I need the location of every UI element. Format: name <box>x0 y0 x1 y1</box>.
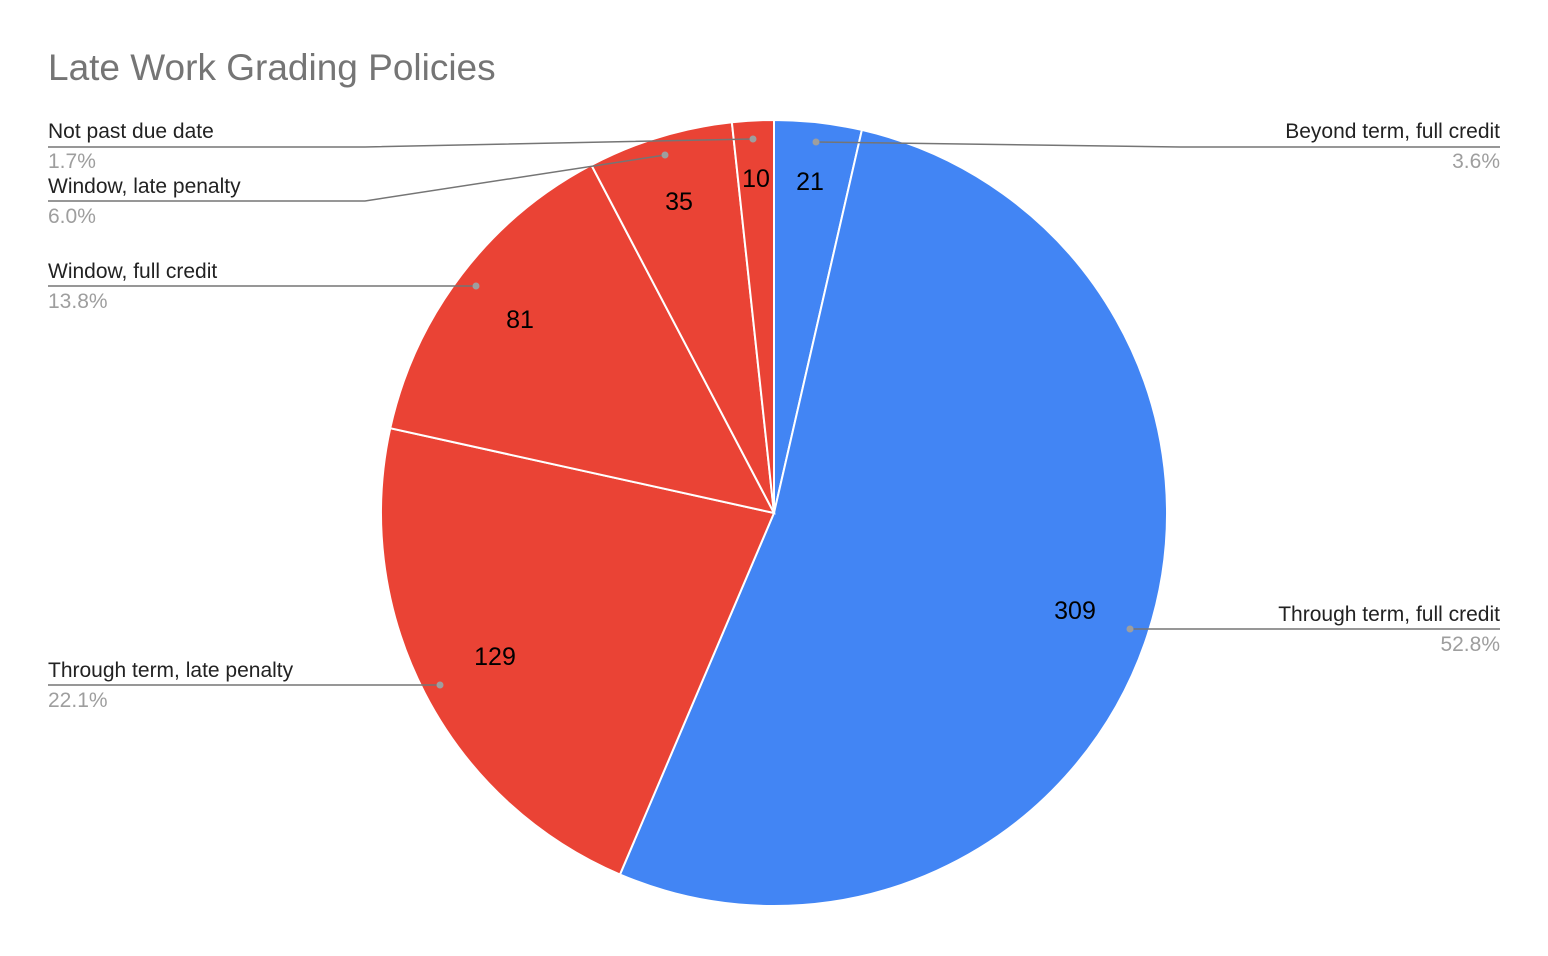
callout-label: Not past due date <box>48 120 214 143</box>
leader-dot <box>812 138 820 146</box>
leader-dot <box>472 282 480 290</box>
data-label: 10 <box>742 165 770 193</box>
leader-dot <box>661 151 669 159</box>
leader-dot <box>1126 625 1134 633</box>
callout-percent: 52.8% <box>1440 633 1500 656</box>
callout-percent: 6.0% <box>48 205 96 228</box>
pie-slice-1 <box>618 128 1168 907</box>
callout-label: Beyond term, full credit <box>1285 120 1500 143</box>
callout-label: Window, late penalty <box>48 175 241 198</box>
data-label: 81 <box>506 306 534 334</box>
callout-percent: 22.1% <box>48 689 108 712</box>
chart-title: Late Work Grading Policies <box>48 47 496 88</box>
data-label: 35 <box>665 188 693 216</box>
data-label: 129 <box>474 643 516 671</box>
leader-dot <box>436 681 444 689</box>
callout-label: Through term, full credit <box>1278 603 1500 626</box>
leader-line <box>815 141 1500 148</box>
callout-percent: 13.8% <box>48 290 108 313</box>
callout-percent: 3.6% <box>1452 150 1500 173</box>
leader-line <box>48 154 666 202</box>
data-label: 309 <box>1054 597 1096 625</box>
callout-label: Through term, late penalty <box>48 659 294 682</box>
pie-slice-3 <box>389 163 776 515</box>
pie-slice-2 <box>380 427 776 876</box>
pie-slice-4 <box>590 121 775 514</box>
leader-dot <box>749 135 757 143</box>
pie-slice-5 <box>730 118 775 514</box>
data-label: 21 <box>796 168 824 196</box>
leader-line <box>48 138 754 148</box>
callout-percent: 1.7% <box>48 150 96 173</box>
callout-label: Window, full credit <box>48 260 217 283</box>
